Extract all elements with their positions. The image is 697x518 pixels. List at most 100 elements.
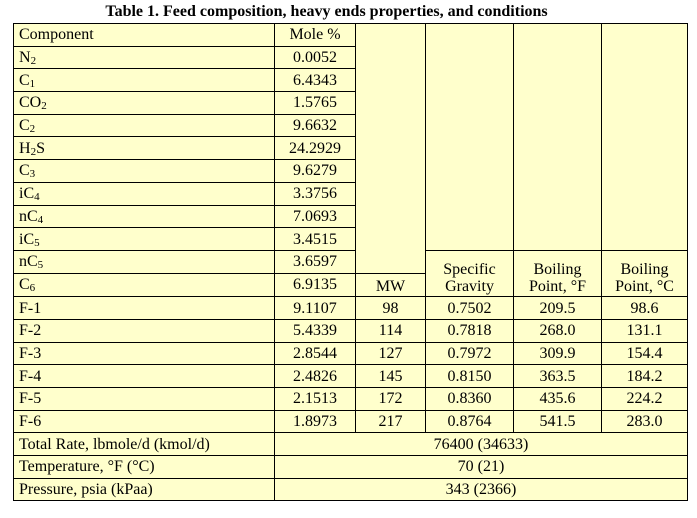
table-row: C6 6.9135 MW: [13, 272, 688, 298]
boiling-point-c-value: 283.0: [601, 409, 688, 434]
mole-percent-value: 9.6632: [274, 113, 356, 138]
component-subscript: 4: [34, 191, 40, 204]
mole-percent-value: 6.4343: [274, 68, 356, 93]
blank-cell: [513, 23, 602, 251]
boiling-point-f-value: 309.9: [513, 341, 602, 366]
specific-gravity-value: 0.8360: [425, 387, 514, 411]
component-name: C3: [13, 159, 275, 183]
table-row: iC4 3.3756: [13, 181, 688, 206]
blank-cell: [601, 23, 688, 251]
component-name: F-4: [13, 364, 275, 388]
mw-value: 145: [355, 364, 426, 388]
boiling-point-c-value: 154.4: [601, 341, 688, 366]
component-name: F-1: [13, 296, 275, 320]
table-row: C3 9.6279: [13, 159, 688, 183]
component-name: H2S: [13, 136, 275, 161]
table-body: Component Mole % N2 0.0052 C1 6.4343 CO2 1.57…: [13, 23, 688, 502]
component-name: CO2: [13, 91, 275, 115]
specific-gravity-header-line-2: Gravity: [445, 278, 494, 296]
component-base: C: [19, 117, 30, 135]
mole-percent-value: 2.8544: [274, 341, 356, 366]
component-name: C1: [13, 68, 275, 93]
component-subscript: 2: [30, 55, 37, 68]
component-name: nC4: [13, 204, 275, 229]
component-subscript: 1: [29, 77, 36, 90]
mole-percent-value: 9.1107: [274, 296, 356, 320]
table-row: C2 9.6632: [13, 113, 688, 138]
component-suffix: S: [36, 139, 45, 157]
boiling-point-c-value: 131.1: [601, 318, 688, 343]
boiling-point-c-header-line-1: Boiling: [620, 261, 669, 279]
condition-value: 76400 (34633): [274, 432, 688, 457]
component-base: H: [19, 139, 31, 157]
condition-label: Total Rate, lbmole/d (kmol/d): [13, 432, 275, 457]
component-base: CO: [19, 94, 42, 112]
component-base: N: [19, 49, 31, 67]
condition-label: Temperature, °F (°C): [13, 455, 275, 479]
mw-value: 127: [355, 341, 426, 366]
component-subscript: 2: [41, 100, 47, 113]
blank-cell: [355, 23, 426, 274]
mw-value: 114: [355, 318, 426, 343]
mw-value: 172: [355, 387, 426, 411]
mole-percent-value: 3.6597: [274, 249, 356, 274]
component-subscript: 2: [30, 145, 37, 158]
condition-value: 343 (2366): [274, 477, 688, 502]
boiling-point-f-header-line-2: Point, °F: [528, 278, 587, 296]
table-row: H2S 24.2929: [13, 136, 688, 161]
condition-row: Pressure, psia (kPaa) 343 (2366): [13, 477, 688, 502]
component-base: iC: [19, 185, 35, 203]
table-row: F-4 2.4826 145 0.8150 363.5 184.2: [13, 364, 688, 388]
component-subscript: 5: [34, 236, 40, 249]
component-base: nC: [19, 253, 38, 271]
table-row: F-3 2.8544 127 0.7972 309.9 154.4: [13, 341, 688, 366]
component-subscript: 6: [29, 282, 36, 295]
boiling-point-c-header: Boiling Point, °C: [601, 249, 688, 298]
boiling-point-f-value: 435.6: [513, 387, 602, 411]
specific-gravity-value: 0.7972: [425, 341, 514, 366]
boiling-point-f-value: 541.5: [513, 409, 602, 434]
boiling-point-f-header-line-1: Boiling: [533, 261, 582, 279]
mw-value: 98: [355, 296, 426, 320]
mole-percent-value: 1.8973: [274, 409, 356, 434]
component-name: iC5: [13, 227, 275, 251]
component-name: iC4: [13, 181, 275, 206]
table-row: nC5 3.6597 Specific Gravity Boiling Point, °F…: [13, 249, 688, 298]
condition-label: Pressure, psia (kPaa): [13, 477, 275, 502]
component-base: iC: [19, 230, 35, 248]
boiling-point-c-value: 98.6: [601, 296, 688, 320]
specific-gravity-value: 0.7818: [425, 318, 514, 343]
component-name: F-5: [13, 387, 275, 411]
feed-composition-table: Component Mole % N2 0.0052 C1 6.4343 CO2 1.57…: [13, 23, 688, 502]
component-base: C: [19, 276, 30, 294]
boiling-point-f-header: Boiling Point, °F: [513, 249, 602, 298]
mole-percent-value: 5.4339: [274, 318, 356, 343]
specific-gravity-header: Specific Gravity: [425, 249, 514, 298]
mw-header: MW: [355, 272, 426, 298]
component-name: C6: [13, 272, 275, 298]
mw-value: 217: [355, 409, 426, 434]
boiling-point-c-header-line-2: Point, °C: [615, 278, 674, 296]
table-row: C1 6.4343: [13, 68, 688, 93]
table-row: nC4 7.0693: [13, 204, 688, 229]
table-row: F-2 5.4339 114 0.7818 268.0 131.1: [13, 318, 688, 343]
specific-gravity-value: 0.8764: [425, 409, 514, 434]
specific-gravity-value: 0.8150: [425, 364, 514, 388]
table-row: F-1 9.1107 98 0.7502 209.5 98.6: [13, 296, 688, 320]
component-subscript: 2: [29, 123, 36, 136]
component-base: nC: [19, 207, 38, 225]
component-subscript: 4: [37, 213, 44, 226]
specific-gravity-header-line-1: Specific: [443, 261, 496, 279]
boiling-point-f-value: 268.0: [513, 318, 602, 343]
mole-percent-value: 2.1513: [274, 387, 356, 411]
component-name: F-3: [13, 341, 275, 366]
component-name: N2: [13, 45, 275, 70]
component-name: C2: [13, 113, 275, 138]
mole-percent-value: 24.2929: [274, 136, 356, 161]
component-name: F-6: [13, 409, 275, 434]
table-row: F-6 1.8973 217 0.8764 541.5 283.0: [13, 409, 688, 434]
boiling-point-f-value: 209.5: [513, 296, 602, 320]
mole-percent-value: 1.5765: [274, 91, 356, 115]
condition-row: Total Rate, lbmole/d (kmol/d) 76400 (3463…: [13, 432, 688, 457]
blank-cell: [425, 23, 514, 251]
